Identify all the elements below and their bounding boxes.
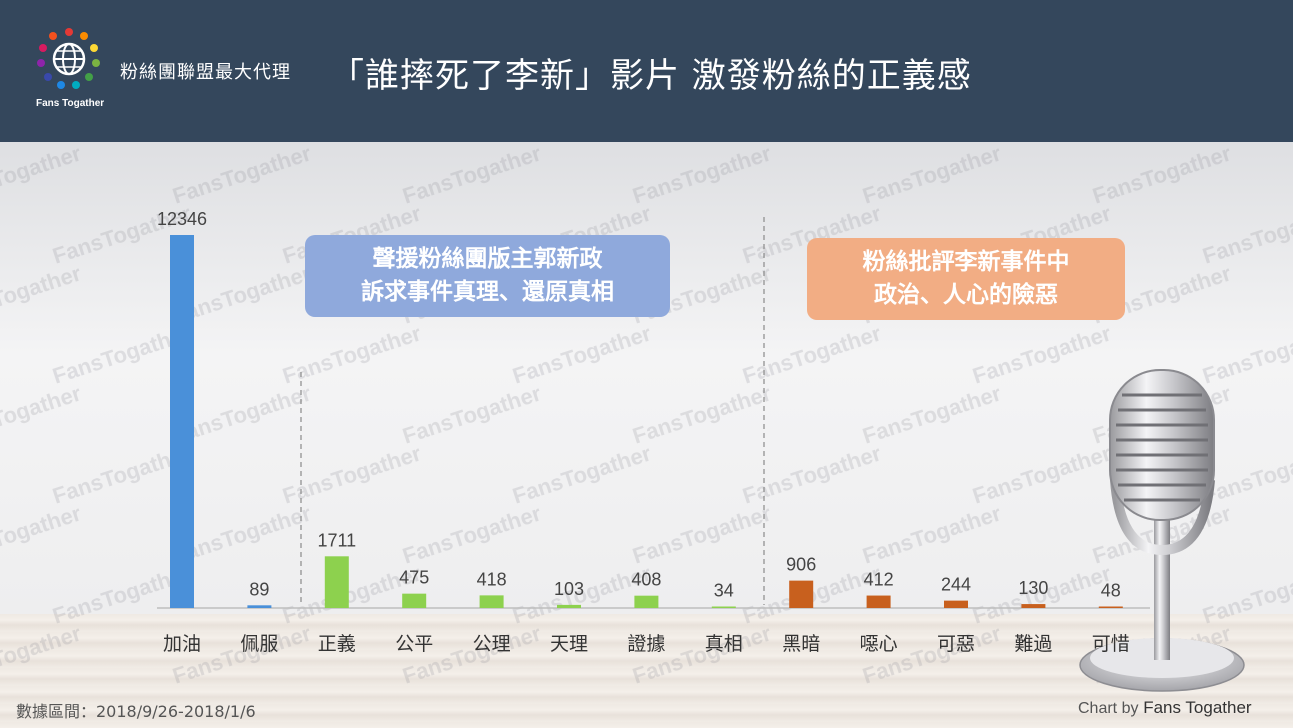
value-label-9: 412 <box>864 570 894 590</box>
brand-tagline: 粉絲團聯盟最大代理 <box>120 62 291 83</box>
header-bar: Fans Togather 粉絲團聯盟最大代理 「誰摔死了李新」影片 激發粉絲的… <box>0 0 1293 142</box>
chart-credit: Chart by Fans Togather <box>1078 698 1252 718</box>
microphone-icon <box>1079 369 1245 692</box>
category-label-12: 可惜 <box>1092 633 1130 655</box>
category-label-9: 噁心 <box>860 633 898 655</box>
value-label-8: 906 <box>786 555 816 575</box>
bar-6 <box>634 595 659 608</box>
credit-prefix: Chart by <box>1078 700 1139 717</box>
callout-support-line1: 聲援粉絲團版主郭新政 <box>372 246 603 272</box>
value-label-1: 89 <box>249 579 269 599</box>
value-label-3: 475 <box>399 568 429 588</box>
bar-7 <box>711 606 736 608</box>
category-label-11: 難過 <box>1014 633 1052 655</box>
category-label-5: 天理 <box>550 633 588 655</box>
value-label-10: 244 <box>941 575 971 595</box>
value-label-7: 34 <box>714 581 734 601</box>
callout-support-line2: 訴求事件真理、還原真相 <box>361 279 614 305</box>
data-range: 數據區間：2018/9/26-2018/1/6 <box>16 702 256 721</box>
callout-support: 聲援粉絲團版主郭新政 訴求事件真理、還原真相 <box>305 235 670 317</box>
value-label-2: 1711 <box>317 530 356 550</box>
bar-11 <box>1021 604 1046 608</box>
logo-text: Fans Togather <box>36 98 105 109</box>
page-title: 「誰摔死了李新」影片 激發粉絲的正義感 <box>330 56 972 96</box>
bar-2 <box>324 556 349 608</box>
category-label-4: 公理 <box>473 633 511 655</box>
value-label-5: 103 <box>554 579 584 599</box>
bar-5 <box>557 604 581 608</box>
bar-0 <box>170 235 194 608</box>
category-label-10: 可惡 <box>937 633 975 655</box>
callout-criticism: 粉絲批評李新事件中 政治、人心的險惡 <box>807 238 1125 320</box>
fans-togather-logo-icon <box>37 28 100 89</box>
wooden-floor <box>0 614 1293 728</box>
category-label-7: 真相 <box>705 633 743 655</box>
callout-criticism-line1: 粉絲批評李新事件中 <box>862 249 1070 275</box>
bar-10 <box>944 600 968 608</box>
bar-9 <box>866 595 891 608</box>
bar-4 <box>479 595 504 608</box>
value-label-6: 408 <box>631 570 661 590</box>
bar-12 <box>1098 606 1123 608</box>
bar-8 <box>789 580 814 608</box>
category-label-3: 公平 <box>395 633 433 655</box>
category-label-2: 正義 <box>318 633 356 655</box>
category-label-6: 證據 <box>627 633 665 655</box>
category-label-1: 佩服 <box>240 633 278 655</box>
value-label-0: 12346 <box>157 209 207 229</box>
callout-criticism-line2: 政治、人心的險惡 <box>874 282 1058 308</box>
value-label-11: 130 <box>1018 578 1048 598</box>
category-label-8: 黑暗 <box>782 633 820 655</box>
credit-name: Fans Togather <box>1143 698 1252 717</box>
stage-background <box>0 142 1293 614</box>
bar-1 <box>247 605 272 608</box>
value-label-12: 48 <box>1101 581 1121 601</box>
bar-3 <box>402 593 427 608</box>
category-label-0: 加油 <box>163 633 201 655</box>
value-label-4: 418 <box>477 569 507 589</box>
